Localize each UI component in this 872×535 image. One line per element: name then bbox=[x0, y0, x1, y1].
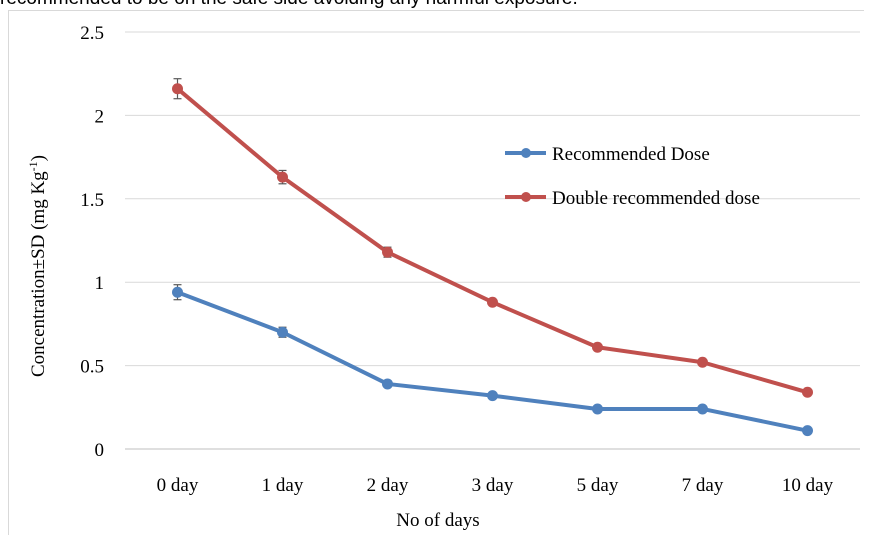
legend-label-double: Double recommended dose bbox=[552, 188, 760, 209]
series-line bbox=[175, 290, 810, 433]
y-axis-title-main: Concentration±SD (mg Kg bbox=[28, 171, 49, 377]
x-tick-label: 10 day bbox=[782, 475, 834, 496]
data-point bbox=[697, 403, 708, 415]
x-tick-label: 7 day bbox=[682, 475, 724, 496]
series-1 bbox=[172, 78, 813, 398]
data-point bbox=[382, 246, 393, 258]
data-point bbox=[172, 83, 183, 95]
chart-frame bbox=[8, 10, 864, 535]
y-axis-title: Concentration±SD (mg Kg-1) bbox=[26, 155, 49, 377]
legend-label-recommended: Recommended Dose bbox=[552, 144, 710, 165]
legend-item-double: Double recommended dose bbox=[505, 188, 760, 209]
y-tick-label: 1 bbox=[95, 273, 105, 294]
x-tick-label: 0 day bbox=[157, 475, 199, 496]
y-tick-labels: 0 0.5 1 1.5 2 2.5 bbox=[80, 23, 104, 461]
x-tick-label: 1 day bbox=[262, 475, 304, 496]
x-tick-label: 3 day bbox=[472, 475, 514, 496]
x-axis-title: No of days bbox=[396, 510, 479, 531]
legend-marker-recommended bbox=[521, 148, 531, 158]
y-tick-label: 0.5 bbox=[80, 357, 104, 378]
x-tick-label: 2 day bbox=[367, 475, 409, 496]
data-point bbox=[487, 296, 498, 308]
data-point bbox=[277, 171, 288, 183]
data-point bbox=[382, 378, 393, 390]
gridlines bbox=[125, 31, 860, 450]
data-point bbox=[802, 425, 813, 437]
legend-item-recommended: Recommended Dose bbox=[505, 144, 710, 165]
y-tick-label: 2 bbox=[95, 106, 105, 127]
data-point bbox=[487, 390, 498, 402]
data-point bbox=[697, 356, 708, 368]
y-tick-label: 2.5 bbox=[80, 23, 104, 44]
legend-marker-double bbox=[521, 192, 531, 202]
y-tick-label: 0 bbox=[95, 440, 105, 461]
y-tick-label: 1.5 bbox=[80, 190, 104, 211]
legend: Recommended Dose Double recommended dose bbox=[505, 144, 760, 209]
data-point bbox=[277, 326, 288, 338]
y-axis-title-superscript: -1 bbox=[26, 161, 40, 171]
y-axis-title-suffix: ) bbox=[28, 155, 49, 161]
series-0 bbox=[172, 284, 813, 437]
series-line bbox=[175, 86, 810, 395]
data-point bbox=[592, 403, 603, 415]
data-point bbox=[802, 386, 813, 398]
data-point bbox=[172, 286, 183, 298]
x-tick-labels: 0 day 1 day 2 day 3 day 5 day 7 day 10 day bbox=[157, 475, 834, 496]
series-layer bbox=[172, 78, 813, 437]
x-tick-label: 5 day bbox=[577, 475, 619, 496]
caption-text: recommended to be on the safe side avoid… bbox=[0, 0, 872, 12]
data-point bbox=[592, 341, 603, 353]
